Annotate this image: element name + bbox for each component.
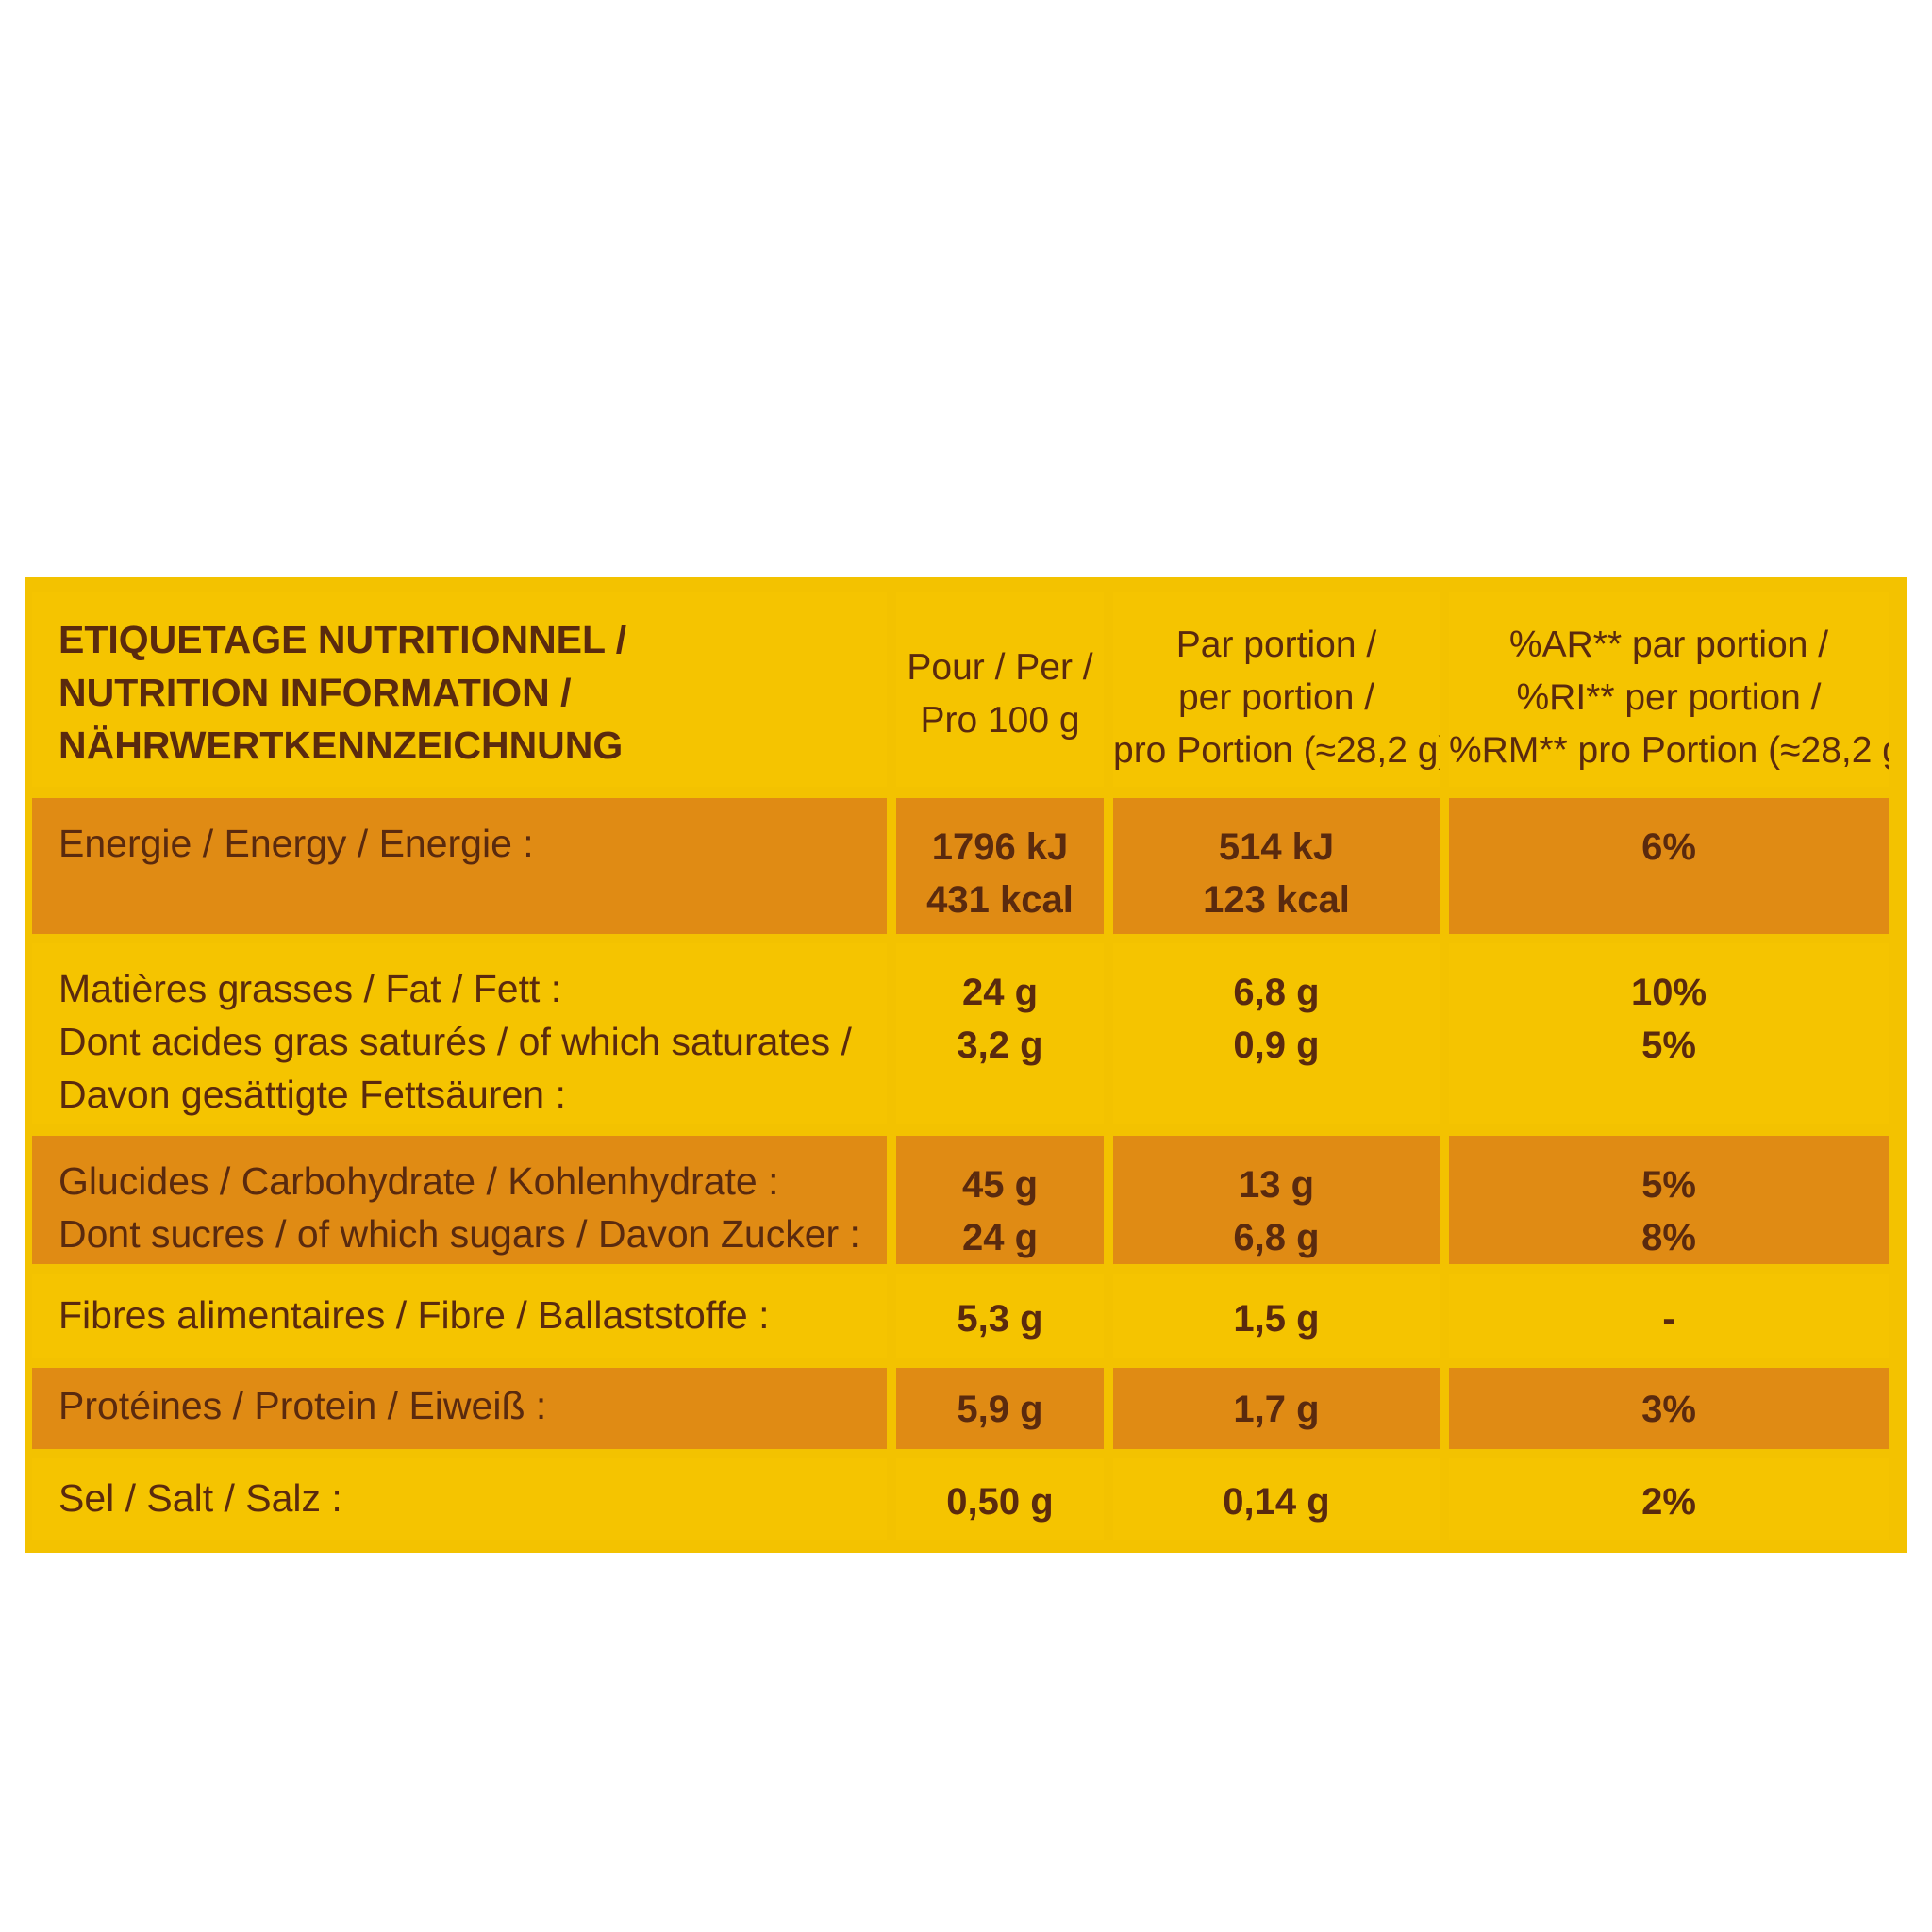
row-label: Matières grasses / Fat / Fett : [58, 967, 562, 1010]
carbohydrate-per100-cell: 45 g 24 g [896, 1136, 1104, 1264]
salt-portion-cell: 0,14 g [1113, 1458, 1440, 1540]
row-value: 13 g [1238, 1164, 1315, 1206]
row-value: 1,5 g [1233, 1298, 1320, 1340]
row-value: 431 kcal [926, 879, 1074, 921]
row-label: Energie / Energy / Energie : [58, 822, 534, 865]
row-value: - [1662, 1298, 1675, 1340]
row-value: 6,8 g [1233, 972, 1320, 1013]
carbohydrate-portion-cell: 13 g 6,8 g [1113, 1136, 1440, 1264]
protein-per100-cell: 5,9 g [896, 1368, 1104, 1449]
header-ri-line: %RI** per portion / [1516, 677, 1822, 718]
header-title-line: NUTRITION INFORMATION / [58, 671, 572, 714]
header-portion-line: pro Portion (≈28,2 g) [1113, 730, 1440, 771]
fibre-ri-cell: - [1449, 1274, 1889, 1358]
header-ri-cell: %AR** par portion / %RI** per portion / … [1449, 592, 1889, 787]
row-value: 0,14 g [1223, 1481, 1330, 1523]
salt-per100-cell: 0,50 g [896, 1458, 1104, 1540]
row-label: Dont acides gras saturés / of which satu… [58, 1020, 852, 1063]
row-label: Protéines / Protein / Eiweiß : [58, 1384, 547, 1427]
fat-portion-cell: 6,8 g 0,9 g [1113, 943, 1440, 1124]
protein-label-cell: Protéines / Protein / Eiweiß : [32, 1368, 887, 1449]
fat-ri-cell: 10% 5% [1449, 943, 1889, 1124]
fibre-label-cell: Fibres alimentaires / Fibre / Ballaststo… [32, 1274, 887, 1358]
row-value: 1,7 g [1233, 1389, 1320, 1430]
row-value: 24 g [961, 972, 1039, 1013]
row-value: 2% [1641, 1481, 1696, 1523]
row-label: Fibres alimentaires / Fibre / Ballaststo… [58, 1293, 770, 1337]
row-value: 1796 kJ [931, 826, 1069, 868]
row-value: 3% [1641, 1389, 1696, 1430]
header-portion-line: Par portion / [1175, 625, 1377, 665]
row-value: 10% [1630, 972, 1707, 1013]
header-per100-line: Pro 100 g [920, 700, 1080, 741]
energy-label-cell: Energie / Energy / Energie : [32, 798, 887, 934]
header-portion-cell: Par portion / per portion / pro Portion … [1113, 592, 1440, 787]
row-value: 5,9 g [957, 1389, 1043, 1430]
row-value: 0,50 g [946, 1481, 1054, 1523]
fibre-portion-cell: 1,5 g [1113, 1274, 1440, 1358]
row-value: 45 g [961, 1164, 1039, 1206]
energy-ri-cell: 6% [1449, 798, 1889, 934]
header-per100-cell: Pour / Per / Pro 100 g [896, 592, 1104, 787]
row-label: Dont sucres / of which sugars / Davon Zu… [58, 1212, 860, 1256]
carbohydrate-ri-cell: 5% 8% [1449, 1136, 1889, 1264]
energy-portion-cell: 514 kJ 123 kcal [1113, 798, 1440, 934]
header-title-line: NÄHRWERTKENNZEICHNUNG [58, 724, 624, 767]
energy-per100-cell: 1796 kJ 431 kcal [896, 798, 1104, 934]
row-value: 123 kcal [1203, 879, 1350, 921]
protein-ri-cell: 3% [1449, 1368, 1889, 1449]
salt-label-cell: Sel / Salt / Salz : [32, 1458, 887, 1540]
protein-portion-cell: 1,7 g [1113, 1368, 1440, 1449]
row-value: 6,8 g [1233, 1217, 1320, 1258]
row-value: 6% [1641, 826, 1696, 868]
row-label: Sel / Salt / Salz : [58, 1476, 342, 1520]
row-value: 5,3 g [957, 1298, 1043, 1340]
row-value: 5% [1641, 1024, 1696, 1066]
header-title-line: ETIQUETAGE NUTRITIONNEL / [58, 618, 627, 661]
header-title-cell: ETIQUETAGE NUTRITIONNEL / NUTRITION INFO… [32, 592, 887, 787]
row-value: 0,9 g [1233, 1024, 1320, 1066]
fibre-per100-cell: 5,3 g [896, 1274, 1104, 1358]
row-value: 8% [1641, 1217, 1696, 1258]
row-value: 3,2 g [957, 1024, 1043, 1066]
header-ri-line: %RM** pro Portion (≈28,2 g) [1449, 730, 1889, 771]
fat-label-cell: Matières grasses / Fat / Fett : Dont aci… [32, 943, 887, 1124]
fat-per100-cell: 24 g 3,2 g [896, 943, 1104, 1124]
row-value: 5% [1641, 1164, 1696, 1206]
row-value: 24 g [961, 1217, 1039, 1258]
carbohydrate-label-cell: Glucides / Carbohydrate / Kohlenhydrate … [32, 1136, 887, 1264]
row-label: Davon gesättigte Fettsäuren : [58, 1073, 566, 1116]
row-value: 514 kJ [1218, 826, 1335, 868]
header-ri-line: %AR** par portion / [1508, 625, 1829, 665]
row-label: Glucides / Carbohydrate / Kohlenhydrate … [58, 1159, 779, 1203]
salt-ri-cell: 2% [1449, 1458, 1889, 1540]
header-portion-line: per portion / [1177, 677, 1375, 718]
header-per100-line: Pour / Per / [907, 647, 1093, 688]
